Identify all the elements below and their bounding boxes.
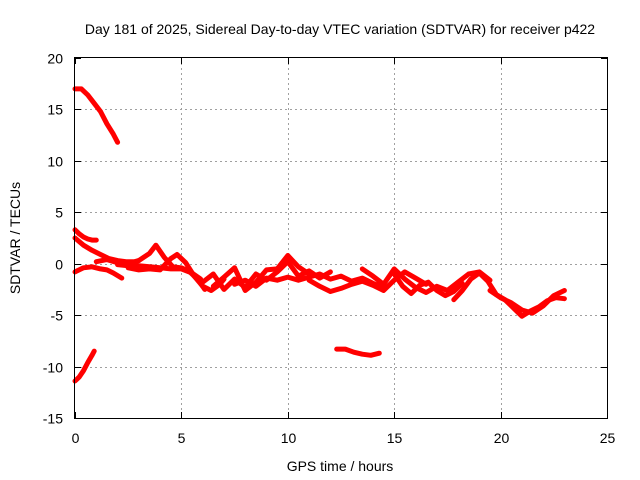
series-line-arc-11 bbox=[232, 271, 387, 290]
y-tick-label: 15 bbox=[47, 102, 63, 118]
series-line-arc-8 bbox=[115, 262, 204, 282]
x-tick-label: 15 bbox=[387, 430, 403, 446]
y-axis: 20 15 10 5 0 -5 -10 -15 bbox=[43, 51, 607, 427]
series-line-arc-13 bbox=[334, 346, 382, 358]
x-tick-label: 25 bbox=[600, 430, 616, 446]
x-axis-label: GPS time / hours bbox=[287, 458, 394, 474]
x-tick-label: 10 bbox=[281, 430, 297, 446]
grid-lines bbox=[75, 58, 607, 418]
series-line-arc-17 bbox=[487, 288, 567, 316]
x-tick-label: 20 bbox=[494, 430, 510, 446]
x-tick-label: 0 bbox=[72, 430, 80, 446]
series-line-arc-14 bbox=[359, 266, 493, 295]
series-line-arc-12 bbox=[306, 269, 429, 294]
y-tick-label: 5 bbox=[55, 205, 63, 221]
y-tick-label: 10 bbox=[47, 154, 63, 170]
chart-title: Day 181 of 2025, Sidereal Day-to-day VTE… bbox=[85, 21, 595, 37]
series-line-arc-4 bbox=[72, 264, 125, 281]
y-tick-label: -10 bbox=[43, 360, 63, 376]
series-line-arc-16 bbox=[451, 270, 567, 319]
series-line-arc-2 bbox=[72, 227, 99, 243]
series-line-arc-10 bbox=[210, 253, 312, 293]
series-line-arc-1 bbox=[72, 86, 121, 145]
y-axis-label: SDTVAR / TECUs bbox=[7, 182, 23, 294]
series-line-arc-15 bbox=[391, 271, 465, 299]
y-tick-label: 0 bbox=[55, 257, 63, 273]
series-group bbox=[72, 86, 567, 384]
plot-frame bbox=[74, 57, 608, 419]
series-line-arc-5 bbox=[72, 348, 97, 384]
y-tick-label: -15 bbox=[43, 411, 63, 427]
x-tick-label: 5 bbox=[178, 430, 186, 446]
y-tick-label: -5 bbox=[51, 308, 64, 324]
y-tick-label: 20 bbox=[47, 51, 63, 67]
